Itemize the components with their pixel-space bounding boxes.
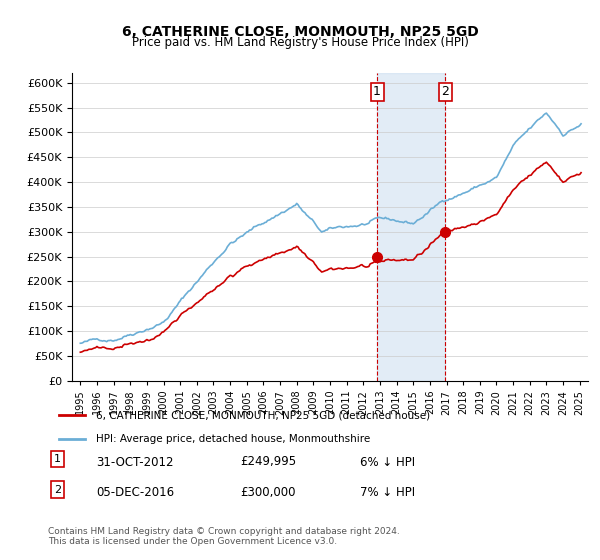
Text: 7% ↓ HPI: 7% ↓ HPI xyxy=(360,486,415,500)
Text: 2: 2 xyxy=(441,85,449,98)
Text: 05-DEC-2016: 05-DEC-2016 xyxy=(96,486,174,500)
Text: HPI: Average price, detached house, Monmouthshire: HPI: Average price, detached house, Monm… xyxy=(95,434,370,444)
Text: 31-OCT-2012: 31-OCT-2012 xyxy=(96,455,173,469)
Text: 2: 2 xyxy=(54,485,61,495)
Text: 1: 1 xyxy=(373,85,381,98)
Text: £300,000: £300,000 xyxy=(240,486,296,500)
Text: 6% ↓ HPI: 6% ↓ HPI xyxy=(360,455,415,469)
Text: £249,995: £249,995 xyxy=(240,455,296,469)
Bar xyxy=(377,73,445,381)
Text: 1: 1 xyxy=(54,454,61,464)
Text: 6, CATHERINE CLOSE, MONMOUTH, NP25 5GD (detached house): 6, CATHERINE CLOSE, MONMOUTH, NP25 5GD (… xyxy=(95,410,430,420)
Text: 6, CATHERINE CLOSE, MONMOUTH, NP25 5GD: 6, CATHERINE CLOSE, MONMOUTH, NP25 5GD xyxy=(122,25,478,39)
Text: Price paid vs. HM Land Registry's House Price Index (HPI): Price paid vs. HM Land Registry's House … xyxy=(131,36,469,49)
Text: Contains HM Land Registry data © Crown copyright and database right 2024.
This d: Contains HM Land Registry data © Crown c… xyxy=(48,526,400,546)
